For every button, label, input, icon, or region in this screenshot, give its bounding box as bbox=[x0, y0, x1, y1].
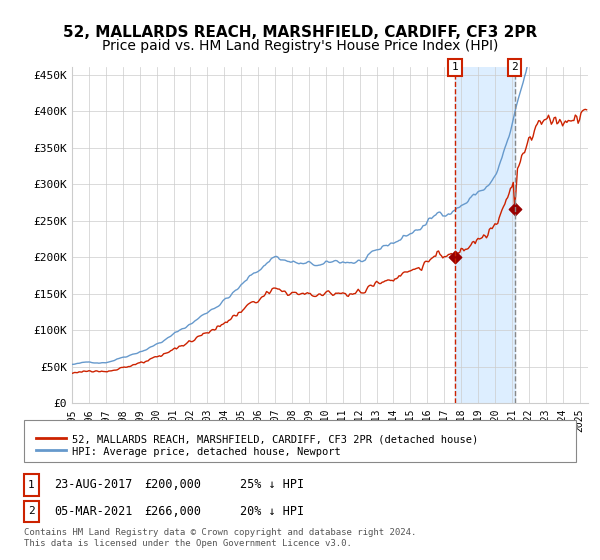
Text: 1: 1 bbox=[28, 480, 35, 490]
Text: 2: 2 bbox=[28, 506, 35, 516]
Text: 52, MALLARDS REACH, MARSHFIELD, CARDIFF, CF3 2PR (detached house): 52, MALLARDS REACH, MARSHFIELD, CARDIFF,… bbox=[72, 435, 478, 445]
Text: HPI: Average price, detached house, Newport: HPI: Average price, detached house, Newp… bbox=[72, 447, 341, 457]
Text: £200,000: £200,000 bbox=[144, 478, 201, 492]
Text: Contains HM Land Registry data © Crown copyright and database right 2024.
This d: Contains HM Land Registry data © Crown c… bbox=[24, 528, 416, 548]
Text: 52, MALLARDS REACH, MARSHFIELD, CARDIFF, CF3 2PR: 52, MALLARDS REACH, MARSHFIELD, CARDIFF,… bbox=[63, 25, 537, 40]
Text: 1: 1 bbox=[452, 62, 458, 72]
Text: 23-AUG-2017: 23-AUG-2017 bbox=[54, 478, 133, 492]
Point bbox=[451, 253, 460, 262]
Text: 25% ↓ HPI: 25% ↓ HPI bbox=[240, 478, 304, 492]
Text: £266,000: £266,000 bbox=[144, 505, 201, 518]
Text: 05-MAR-2021: 05-MAR-2021 bbox=[54, 505, 133, 518]
Text: 20% ↓ HPI: 20% ↓ HPI bbox=[240, 505, 304, 518]
Text: 2: 2 bbox=[511, 62, 518, 72]
Point bbox=[510, 204, 520, 213]
Text: Price paid vs. HM Land Registry's House Price Index (HPI): Price paid vs. HM Land Registry's House … bbox=[102, 39, 498, 53]
Bar bbox=[455, 67, 515, 403]
